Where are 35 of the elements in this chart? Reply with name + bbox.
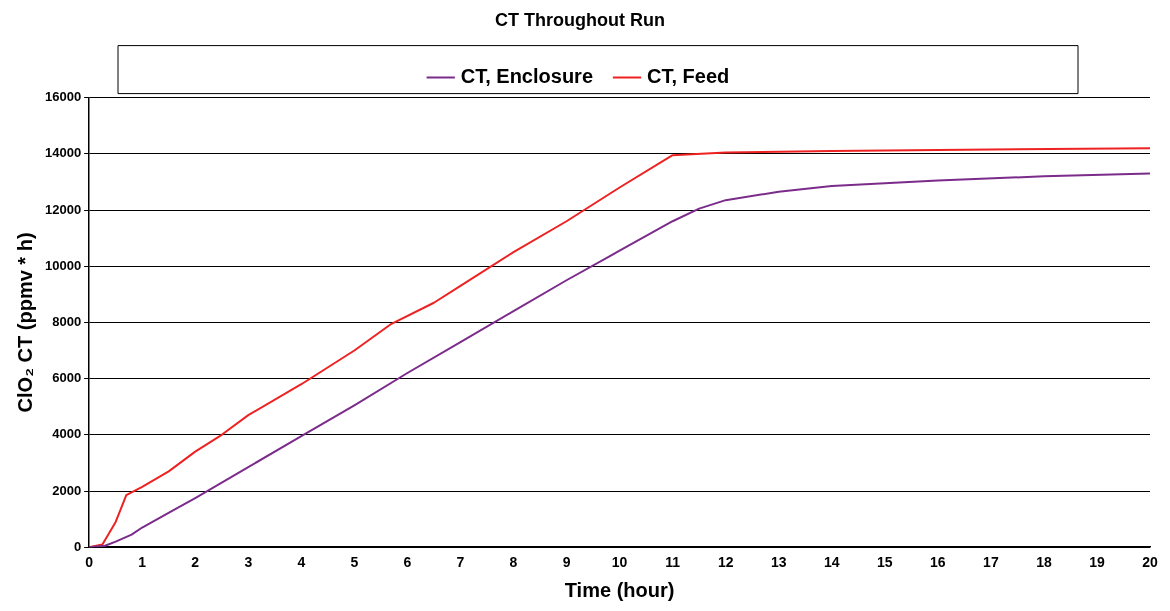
y-tick-label: 0 — [73, 538, 82, 554]
y-tick-label: 14000 — [44, 145, 82, 161]
legend-label: CT, Feed — [647, 65, 730, 88]
x-tick-label: 16 — [930, 554, 946, 571]
legend-label: CT, Enclosure — [460, 65, 594, 88]
x-tick-label: 5 — [350, 554, 359, 571]
x-tick-label: 13 — [770, 554, 787, 571]
y-tick-label: 6000 — [52, 370, 82, 386]
x-tick-label: 11 — [665, 554, 681, 571]
y-tick-label: 12000 — [44, 201, 82, 217]
y-axis-title: ClO₂ CT (ppmv * h) — [13, 232, 36, 413]
x-tick-label: 1 — [138, 554, 147, 571]
x-tick-label: 8 — [509, 554, 518, 571]
x-tick-label: 0 — [85, 554, 94, 571]
x-tick-label: 19 — [1089, 554, 1105, 571]
x-tick-label: 4 — [297, 554, 306, 571]
y-tick-label: 8000 — [52, 313, 82, 329]
x-tick-label: 3 — [244, 554, 253, 571]
x-tick-label: 15 — [877, 554, 893, 571]
x-axis-title: Time (hour) — [564, 578, 675, 601]
x-tick-label: 6 — [403, 554, 412, 571]
x-tick-label: 10 — [611, 554, 628, 571]
x-tick-label: 2 — [191, 554, 200, 571]
x-tick-label: 9 — [562, 554, 571, 571]
chart-title: CT Throughout Run — [495, 9, 665, 30]
x-tick-label: 12 — [717, 554, 734, 571]
x-tick-label: 20 — [1142, 554, 1158, 571]
x-tick-label: 17 — [983, 554, 999, 571]
y-tick-label: 4000 — [52, 426, 82, 442]
x-tick-label: 14 — [823, 554, 840, 571]
y-tick-label: 10000 — [44, 257, 82, 273]
y-tick-label: 2000 — [52, 482, 82, 498]
y-tick-label: 16000 — [44, 89, 82, 105]
x-tick-label: 7 — [456, 554, 465, 571]
x-tick-label: 18 — [1036, 554, 1052, 571]
